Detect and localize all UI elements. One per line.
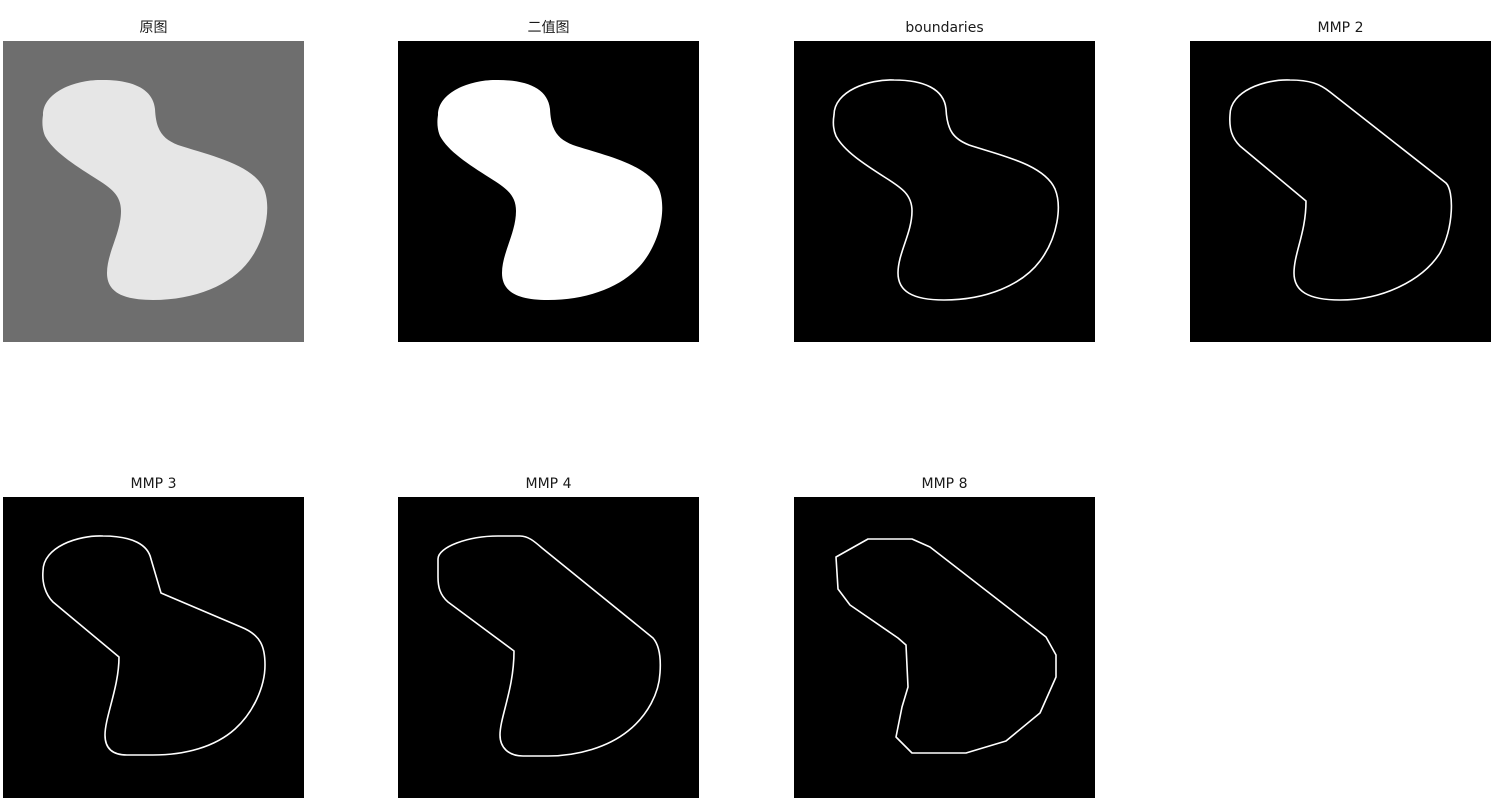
boundary-outline bbox=[835, 538, 1057, 754]
shape-figure bbox=[794, 497, 1095, 798]
region-shape bbox=[42, 79, 268, 300]
panel-image bbox=[3, 497, 304, 798]
shape-figure bbox=[3, 41, 304, 342]
shape-figure bbox=[398, 497, 699, 798]
image-background bbox=[3, 497, 304, 798]
boundary-outline bbox=[832, 79, 1060, 301]
panel-image bbox=[3, 41, 304, 342]
image-background bbox=[794, 41, 1095, 342]
panel-title: boundaries bbox=[905, 20, 984, 36]
panel-title: MMP 4 bbox=[525, 476, 572, 492]
panel-image bbox=[794, 497, 1095, 798]
panel-title: MMP 2 bbox=[1317, 20, 1364, 36]
panel-title: 原图 bbox=[139, 20, 168, 36]
boundary-outline bbox=[437, 535, 662, 757]
shape-figure bbox=[794, 41, 1095, 342]
image-background bbox=[794, 497, 1095, 798]
region-shape bbox=[437, 79, 663, 300]
image-background bbox=[1190, 41, 1491, 342]
panel-image bbox=[398, 41, 699, 342]
panel-image bbox=[794, 41, 1095, 342]
panel-title: MMP 8 bbox=[921, 476, 968, 492]
boundary-outline bbox=[1229, 79, 1453, 301]
boundary-outline bbox=[42, 535, 266, 756]
shape-figure bbox=[3, 497, 304, 798]
image-background bbox=[398, 497, 699, 798]
shape-figure bbox=[1190, 41, 1491, 342]
panel-title: 二值图 bbox=[527, 20, 570, 36]
panel-image bbox=[1190, 41, 1491, 342]
shape-figure bbox=[398, 41, 699, 342]
panel-image bbox=[398, 497, 699, 798]
panel-title: MMP 3 bbox=[130, 476, 177, 492]
